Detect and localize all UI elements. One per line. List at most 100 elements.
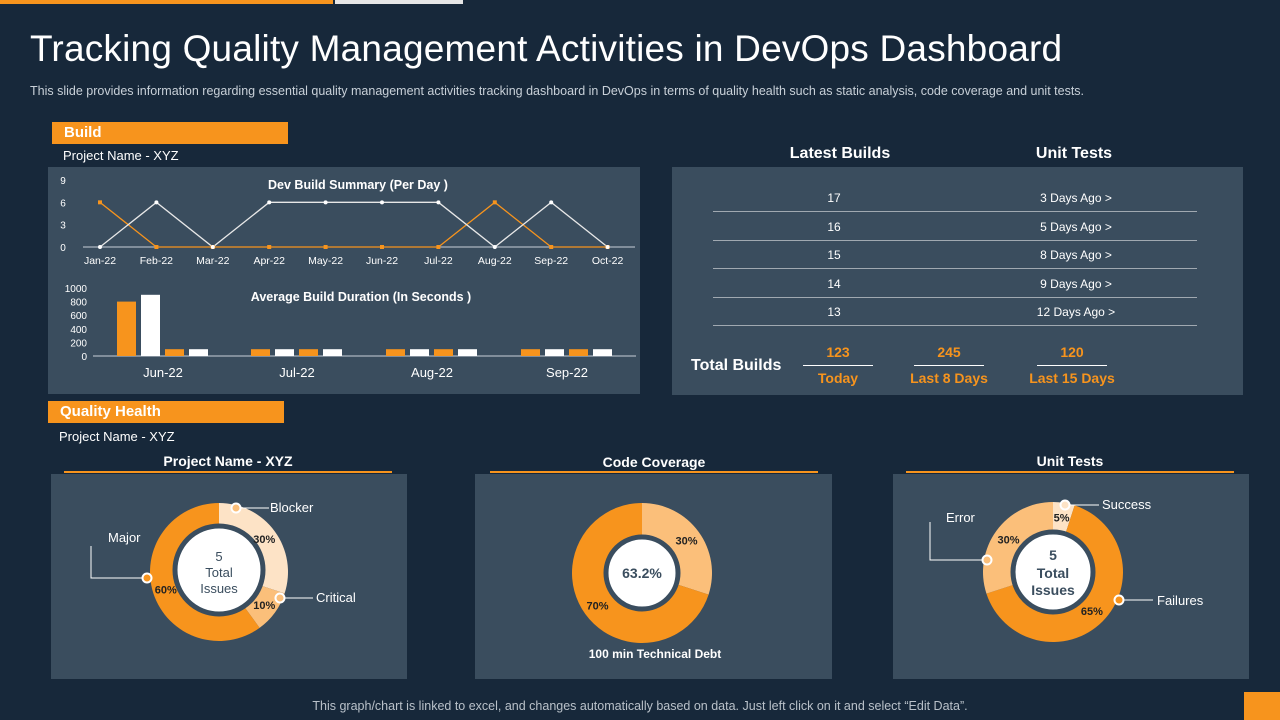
issues-center-word2: Issues (200, 581, 238, 596)
unit-test-ago-link[interactable]: 3 Days Ago > (1040, 191, 1112, 205)
top-accent-orange (0, 0, 333, 4)
duration-bar (299, 349, 318, 356)
major-marker (141, 572, 153, 584)
line-point-white (605, 245, 610, 249)
issues-center-word1: Total (205, 565, 233, 580)
latest-builds-panel (672, 167, 1243, 395)
page-title: Tracking Quality Management Activities i… (30, 28, 1063, 69)
donut-slice-success (1053, 502, 1075, 536)
donut-slice-covered (642, 503, 712, 595)
unit-center-word1: Total (1037, 565, 1069, 581)
unit-center-word2: Issues (1031, 582, 1075, 598)
table-row-divider (713, 239, 1197, 241)
donut-slice-label: 10% (253, 600, 275, 612)
total-builds-period: Last 8 Days (910, 370, 988, 386)
failures-label: Failures (1157, 593, 1204, 608)
duration-bar (275, 349, 294, 356)
total-builds-divider (1037, 365, 1107, 366)
avg-build-duration-chart: Average Build Duration (In Seconds ) 0 20… (65, 284, 636, 380)
latest-build-number: 14 (827, 276, 841, 291)
unit-tests-donut-center (1010, 529, 1096, 615)
bar-x-tick: Jul-22 (279, 365, 314, 380)
bar-y-tick: 400 (70, 325, 87, 336)
build-charts-svg: Dev Build Summary (Per Day ) 0 3 6 9 Jan-22 F… (60, 176, 636, 380)
bar-y-tick: 1000 (65, 284, 88, 295)
error-label: Error (946, 510, 976, 525)
critical-label: Critical (316, 590, 356, 605)
donut-slice-failures (986, 505, 1123, 642)
success-marker (1059, 499, 1071, 511)
bar-chart-title: Average Build Duration (In Seconds ) (251, 290, 471, 304)
line-y-tick: 3 (60, 221, 66, 232)
line-point-orange (98, 200, 102, 205)
error-leader-line (929, 522, 987, 561)
total-builds-value: 123 (826, 344, 850, 360)
line-point-orange (323, 245, 328, 249)
total-builds-label: Total Builds (691, 357, 782, 374)
footer-note: This graph/chart is linked to excel, and… (312, 699, 968, 713)
bar-y-tick: 800 (70, 298, 87, 309)
success-label: Success (1102, 497, 1152, 512)
corner-accent (1244, 692, 1280, 720)
donut-slice-label: 65% (1081, 606, 1103, 618)
build-heading: Build (52, 122, 288, 144)
unit-test-ago-link[interactable]: 9 Days Ago > (1040, 276, 1112, 291)
unit-test-ago-link[interactable]: 5 Days Ago > (1040, 219, 1112, 234)
total-builds-divider (914, 365, 984, 366)
duration-bar (386, 349, 405, 356)
latest-build-number: 16 (827, 219, 841, 234)
blocker-marker (230, 502, 242, 514)
card3-underline (906, 471, 1234, 473)
latest-build-number: 15 (827, 248, 841, 262)
issues-card: 5 Total Issues Blocker Critical Major 30… (51, 474, 407, 679)
technical-debt-caption: 100 min Technical Debt (589, 647, 722, 661)
unit-test-ago-link[interactable]: 8 Days Ago > (1040, 248, 1112, 262)
quality-project-name: Project Name - XYZ (59, 429, 175, 444)
major-label: Major (108, 530, 141, 545)
table-row-divider (713, 296, 1197, 298)
bar-y-tick: 0 (81, 352, 87, 363)
unit-test-ago-link[interactable]: 12 Days Ago > (1036, 305, 1116, 319)
line-point-white (380, 200, 384, 205)
duration-bar (189, 349, 208, 356)
line-x-tick: Jan-22 (84, 255, 116, 267)
line-y-tick: 9 (60, 176, 66, 187)
total-builds-period: Today (817, 370, 859, 386)
card1-underline (64, 471, 392, 473)
line-point-orange (436, 245, 441, 249)
coverage-donut-center (603, 534, 681, 612)
line-y-tick: 0 (60, 243, 66, 254)
quality-health-heading: Quality Health (48, 401, 284, 423)
top-accent-white (335, 0, 463, 4)
line-point-white (210, 245, 215, 249)
bar-x-tick: Aug-22 (411, 365, 453, 380)
unit-tests-donut-chart: 5 Total Issues Success Failures Error 5%… (929, 497, 1204, 642)
line-series-white (99, 201, 609, 248)
donut-slice-label: 5% (1054, 513, 1070, 525)
total-builds-value: 120 (1060, 344, 1084, 360)
line-point-orange (380, 245, 384, 249)
unit-center-count: 5 (1049, 547, 1057, 563)
line-x-tick: Jun-22 (366, 255, 398, 267)
duration-bar (323, 349, 342, 356)
table-row-divider (713, 211, 1197, 212)
bar-y-tick: 200 (70, 338, 87, 349)
donut-slice-blocker (219, 503, 288, 594)
latest-builds-header: Latest Builds (789, 145, 891, 162)
code-coverage-card: 63.2% 100 min Technical Debt 30% 70% (475, 474, 832, 679)
issues-center-count: 5 (215, 549, 222, 564)
build-project-name: Project Name - XYZ (63, 148, 179, 163)
line-point-white (154, 200, 159, 205)
card2-title: Code Coverage (602, 454, 706, 470)
duration-bar (141, 294, 160, 356)
table-row-divider (713, 325, 1197, 326)
total-builds-divider (803, 365, 873, 366)
line-point-orange (492, 200, 497, 205)
dev-build-summary-chart: Dev Build Summary (Per Day ) 0 3 6 9 Jan-22 F… (60, 176, 635, 267)
line-x-tick: Feb-22 (140, 255, 173, 267)
line-point-orange (267, 245, 272, 249)
line-point-white (549, 200, 554, 205)
line-x-tick: Mar-22 (196, 255, 229, 267)
donut-slice-major (150, 503, 260, 641)
donut-slice-label: 70% (586, 600, 608, 612)
